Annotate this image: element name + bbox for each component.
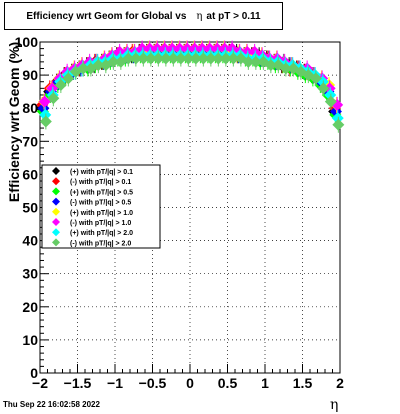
legend-label: (-) with pT/|q| > 0.5 [70, 200, 131, 207]
data-point [249, 55, 262, 68]
legend-label: (-) with pT/|q| > 0.1 [70, 179, 131, 186]
x-tick-label: −2 [32, 375, 48, 391]
data-point [39, 108, 52, 121]
data-point [204, 52, 217, 65]
y-axis-label: Efficiency wrt Geom (%) [6, 41, 22, 203]
data-point [227, 52, 240, 65]
y-tick-label: 90 [22, 67, 38, 83]
data-point [137, 52, 150, 65]
data-point [158, 42, 171, 55]
y-tick-label: 80 [22, 100, 38, 116]
x-tick-label: −1.5 [64, 375, 92, 391]
legend-marker [52, 238, 60, 247]
data-point [323, 82, 336, 95]
data-point [39, 115, 52, 128]
data-point [38, 95, 51, 108]
data-point [317, 82, 330, 95]
legend-label: (+) with pT/|q| > 2.0 [70, 230, 133, 237]
data-point [143, 42, 156, 55]
data-point [203, 42, 216, 55]
data-point [54, 79, 67, 92]
data-point [197, 52, 210, 65]
data-point [188, 42, 201, 55]
legend-label: (-) with pT/|q| > 2.0 [70, 240, 131, 247]
x-tick-label: 0.5 [218, 375, 238, 391]
data-point [173, 42, 186, 55]
data-point [242, 55, 255, 68]
data-point [136, 42, 149, 55]
legend-label: (+) with pT/|q| > 0.5 [70, 189, 133, 196]
data-point [324, 88, 337, 101]
legend-box [41, 164, 161, 249]
y-tick-label: 0 [30, 365, 38, 381]
legend-marker [52, 167, 60, 175]
legend-marker [52, 228, 60, 237]
legend-label: (+) with pT/|q| > 0.1 [70, 169, 133, 176]
legend-label: (-) with pT/|q| > 1.0 [70, 220, 131, 227]
legend-label: (+) with pT/|q| > 1.0 [70, 210, 133, 217]
data-point [46, 82, 59, 95]
data-point [264, 59, 277, 72]
data-point [47, 92, 60, 105]
x-tick-label: 1.5 [293, 375, 313, 391]
data-point [92, 59, 105, 72]
data-point [212, 52, 225, 65]
y-tick-label: 100 [15, 34, 39, 50]
chart-title-eta: η [196, 10, 203, 22]
data-point [196, 42, 209, 55]
x-tick-label: 2 [336, 375, 344, 391]
data-point [151, 42, 164, 55]
data-point [211, 42, 224, 55]
data-point [167, 52, 180, 65]
data-point [144, 52, 157, 65]
chart-title-prefix: Efficiency wrt Geom for Global vs [26, 10, 187, 22]
data-point [62, 72, 75, 85]
data-point [182, 52, 195, 65]
data-point [219, 52, 232, 65]
x-tick-label: 1 [261, 375, 269, 391]
y-tick-label: 30 [22, 266, 38, 282]
data-point [159, 52, 172, 65]
legend-marker [52, 197, 60, 206]
y-tick-label: 20 [22, 299, 38, 315]
data-point [324, 95, 337, 108]
data-point [332, 118, 345, 131]
chart-title: Efficiency wrt Geom for Global vs η at p… [4, 2, 283, 30]
legend-marker [52, 218, 60, 226]
x-tick-label: −0.5 [139, 375, 167, 391]
legend-marker [52, 187, 60, 196]
data-point [152, 52, 165, 65]
y-tick-label: 70 [22, 133, 38, 149]
chart-title-suffix: at pT > 0.11 [206, 10, 261, 22]
data-point [279, 62, 292, 75]
data-point [331, 112, 344, 125]
legend-marker [52, 177, 60, 186]
plot-frame [39, 41, 341, 374]
data-point [189, 52, 202, 65]
data-point [181, 42, 194, 55]
data-point [107, 55, 120, 68]
data-point [174, 52, 187, 65]
y-tick-label: 50 [22, 200, 38, 216]
timestamp: Thu Sep 22 16:02:58 2022 [3, 400, 100, 409]
data-point [218, 42, 231, 55]
x-tick-label: 0 [186, 375, 194, 391]
data-point [129, 52, 142, 65]
data-point [166, 42, 179, 55]
data-point [122, 52, 135, 65]
x-tick-label: −1 [107, 375, 123, 391]
y-tick-label: 60 [22, 166, 38, 182]
x-axis-label: η [330, 397, 339, 413]
y-tick-label: 40 [22, 233, 38, 249]
data-point [234, 52, 247, 65]
data-point [309, 72, 322, 85]
y-tick-label: 10 [22, 332, 38, 348]
data-point [77, 62, 90, 75]
legend-marker [52, 207, 60, 216]
